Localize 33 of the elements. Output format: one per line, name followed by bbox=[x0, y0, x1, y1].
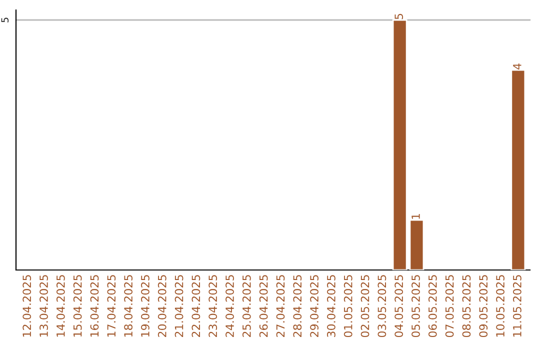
x-tick-label: 04.05.2025 bbox=[394, 275, 404, 338]
data-label: 1 bbox=[412, 214, 420, 219]
x-tick-label: 29.04.2025 bbox=[310, 275, 318, 337]
x-tick-label: 26.04.2025 bbox=[259, 275, 268, 337]
x-tick-label: 06.05.2025 bbox=[428, 275, 437, 338]
x-tick-label: 10.05.2025 bbox=[496, 275, 504, 337]
x-tick-label: 08.05.2025 bbox=[462, 275, 471, 338]
x-tick-label: 28.04.2025 bbox=[293, 275, 302, 337]
x-tick-label: 19.04.2025 bbox=[141, 275, 150, 337]
x-tick-label: 30.04.2025 bbox=[326, 275, 336, 337]
x-tick-label: 09.05.2025 bbox=[479, 275, 488, 338]
x-tick-label: 05.05.2025 bbox=[412, 275, 420, 338]
x-tick-label: 23.04.2025 bbox=[208, 275, 218, 337]
x-tick-label: 13.04.2025 bbox=[40, 275, 48, 337]
x-tick-label: 27.04.2025 bbox=[276, 275, 285, 337]
x-tick-label: 11.05.2025 bbox=[512, 275, 522, 337]
data-label: 4 bbox=[513, 64, 522, 70]
x-tick-label: 15.04.2025 bbox=[73, 275, 82, 337]
x-tick-label: 02.05.2025 bbox=[360, 275, 370, 338]
x-tick-label: 21.04.2025 bbox=[174, 275, 184, 337]
x-tick-label: 07.05.2025 bbox=[445, 275, 454, 338]
x-tick-label: 24.04.2025 bbox=[226, 275, 234, 337]
x-tick-label: 20.04.2025 bbox=[158, 275, 166, 337]
x-tick-label: 12.04.2025 bbox=[22, 275, 32, 337]
x-tick-label: 01.05.2025 bbox=[344, 275, 352, 338]
x-tick-label: 16.04.2025 bbox=[90, 275, 99, 337]
x-tick-label: 22.04.2025 bbox=[192, 275, 200, 337]
x-tick-label: 18.04.2025 bbox=[124, 275, 133, 337]
data-label: 5 bbox=[394, 14, 404, 20]
x-tick-label: 03.05.2025 bbox=[378, 275, 386, 338]
x-tick-label: 17.04.2025 bbox=[107, 275, 116, 337]
x-tick-label: 25.04.2025 bbox=[242, 275, 251, 337]
x-tick-label: 14.04.2025 bbox=[56, 275, 65, 337]
